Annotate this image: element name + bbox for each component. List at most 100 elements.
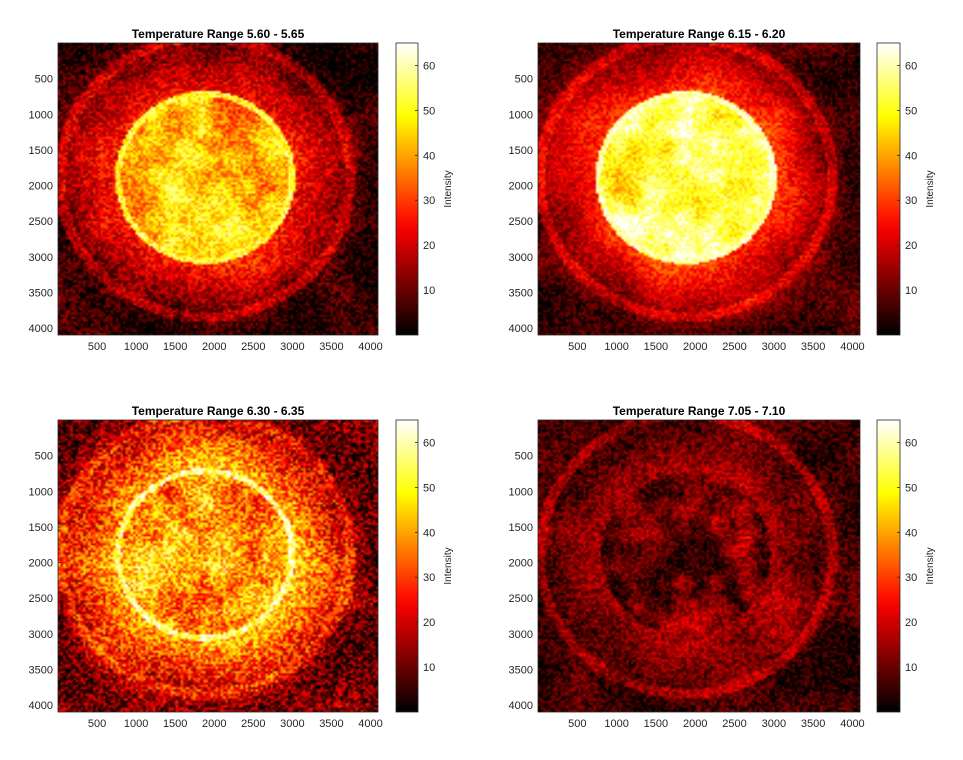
heatmap-image — [58, 43, 378, 335]
colorbar-tick-label: 40 — [905, 527, 917, 539]
y-tick-label: 2000 — [509, 181, 533, 193]
y-tick-label: 1500 — [509, 145, 533, 157]
colorbar-tick-label: 30 — [905, 195, 917, 207]
colorbar — [395, 419, 419, 713]
y-tick-label: 2500 — [29, 216, 53, 228]
colorbar-tick-label: 60 — [423, 437, 435, 449]
subplot-4: Temperature Range 7.05 - 7.10 500 1000 1500… — [509, 404, 936, 730]
x-tick-label: 3500 — [319, 341, 343, 353]
colorbar-tick-label: 10 — [905, 662, 917, 674]
x-tick-label: 4000 — [840, 718, 864, 730]
x-tick-label: 2500 — [722, 341, 746, 353]
x-tick-label: 3000 — [280, 718, 304, 730]
colorbar-tick-label: 30 — [423, 572, 435, 584]
colorbar — [395, 42, 419, 336]
x-tick-label: 2000 — [683, 341, 707, 353]
y-tick-label: 1000 — [29, 486, 53, 498]
y-tick-label: 2500 — [509, 216, 533, 228]
subplot-title: Temperature Range 5.60 - 5.65 — [132, 27, 305, 41]
y-tick-label: 3500 — [29, 288, 53, 300]
colorbar-label: Intensity — [925, 170, 936, 207]
subplot-1: Temperature Range 5.60 - 5.65 500 1000 1500… — [29, 27, 454, 353]
y-tick-label: 1000 — [509, 486, 533, 498]
axes-frame — [57, 419, 379, 713]
y-tick-label: 2000 — [29, 181, 53, 193]
heatmap-image — [538, 420, 860, 712]
y-tick-label: 2500 — [509, 593, 533, 605]
x-tick-label: 1000 — [124, 341, 148, 353]
y-tick-label: 1500 — [29, 522, 53, 534]
colorbar-label: Intensity — [443, 170, 454, 207]
x-tick-label: 500 — [88, 341, 106, 353]
colorbar-label: Intensity — [925, 547, 936, 584]
axes-frame — [57, 42, 379, 336]
colorbar-tick-label: 10 — [423, 662, 435, 674]
colorbar-tick-label: 20 — [423, 240, 435, 252]
y-tick-label: 3500 — [29, 665, 53, 677]
x-tick-label: 4000 — [358, 341, 382, 353]
colorbar-tick-label: 60 — [905, 60, 917, 72]
y-tick-label: 3000 — [509, 629, 533, 641]
y-tick-label: 4000 — [29, 323, 53, 335]
colorbar-tick-label: 40 — [423, 527, 435, 539]
y-tick-label: 1000 — [509, 109, 533, 121]
colorbar-tick-label: 30 — [423, 195, 435, 207]
y-tick-label: 3000 — [29, 252, 53, 264]
colorbar-tick-label: 10 — [905, 285, 917, 297]
x-tick-label: 3000 — [762, 341, 786, 353]
heatmap-image — [58, 420, 378, 712]
colorbar-tick-label: 60 — [905, 437, 917, 449]
colorbar — [876, 419, 901, 713]
subplot-title: Temperature Range 6.15 - 6.20 — [613, 27, 786, 41]
y-tick-label: 2500 — [29, 593, 53, 605]
x-tick-label: 2000 — [202, 718, 226, 730]
y-tick-label: 1000 — [29, 109, 53, 121]
y-tick-label: 500 — [35, 451, 53, 463]
x-tick-label: 500 — [568, 341, 586, 353]
subplot-2: Temperature Range 6.15 - 6.20 500 1000 1500… — [509, 27, 936, 353]
x-tick-label: 1500 — [644, 341, 668, 353]
x-tick-label: 1000 — [124, 718, 148, 730]
y-tick-label: 2000 — [509, 558, 533, 570]
y-tick-label: 3000 — [29, 629, 53, 641]
x-tick-label: 2500 — [241, 341, 265, 353]
x-tick-label: 3000 — [280, 341, 304, 353]
colorbar-tick-label: 10 — [423, 285, 435, 297]
x-tick-label: 500 — [88, 718, 106, 730]
colorbar-tick-label: 50 — [423, 482, 435, 494]
x-tick-label: 1500 — [163, 341, 187, 353]
y-tick-label: 2000 — [29, 558, 53, 570]
x-tick-label: 1000 — [604, 718, 628, 730]
axes-frame — [537, 42, 861, 336]
y-tick-label: 4000 — [29, 700, 53, 712]
subplot-title: Temperature Range 6.30 - 6.35 — [132, 404, 305, 418]
y-tick-label: 500 — [35, 74, 53, 86]
colorbar-tick-label: 60 — [423, 60, 435, 72]
axes-frame — [537, 419, 861, 713]
colorbar-tick-label: 40 — [905, 150, 917, 162]
colorbar-label: Intensity — [443, 547, 454, 584]
x-tick-label: 500 — [568, 718, 586, 730]
x-tick-label: 4000 — [358, 718, 382, 730]
y-tick-label: 1500 — [509, 522, 533, 534]
subplot-title: Temperature Range 7.05 - 7.10 — [613, 404, 786, 418]
y-tick-label: 1500 — [29, 145, 53, 157]
heatmap-image — [538, 43, 860, 335]
colorbar-tick-label: 20 — [905, 240, 917, 252]
y-tick-label: 4000 — [509, 323, 533, 335]
colorbar — [876, 42, 901, 336]
y-tick-label: 500 — [515, 451, 533, 463]
x-tick-label: 3000 — [762, 718, 786, 730]
colorbar-tick-label: 40 — [423, 150, 435, 162]
y-tick-label: 3000 — [509, 252, 533, 264]
x-tick-label: 2000 — [202, 341, 226, 353]
colorbar-tick-label: 20 — [423, 617, 435, 629]
x-tick-label: 1500 — [644, 718, 668, 730]
x-tick-label: 2500 — [722, 718, 746, 730]
colorbar-tick-label: 50 — [905, 105, 917, 117]
y-tick-label: 500 — [515, 74, 533, 86]
x-tick-label: 1500 — [163, 718, 187, 730]
x-tick-label: 3500 — [801, 341, 825, 353]
x-tick-label: 2000 — [683, 718, 707, 730]
